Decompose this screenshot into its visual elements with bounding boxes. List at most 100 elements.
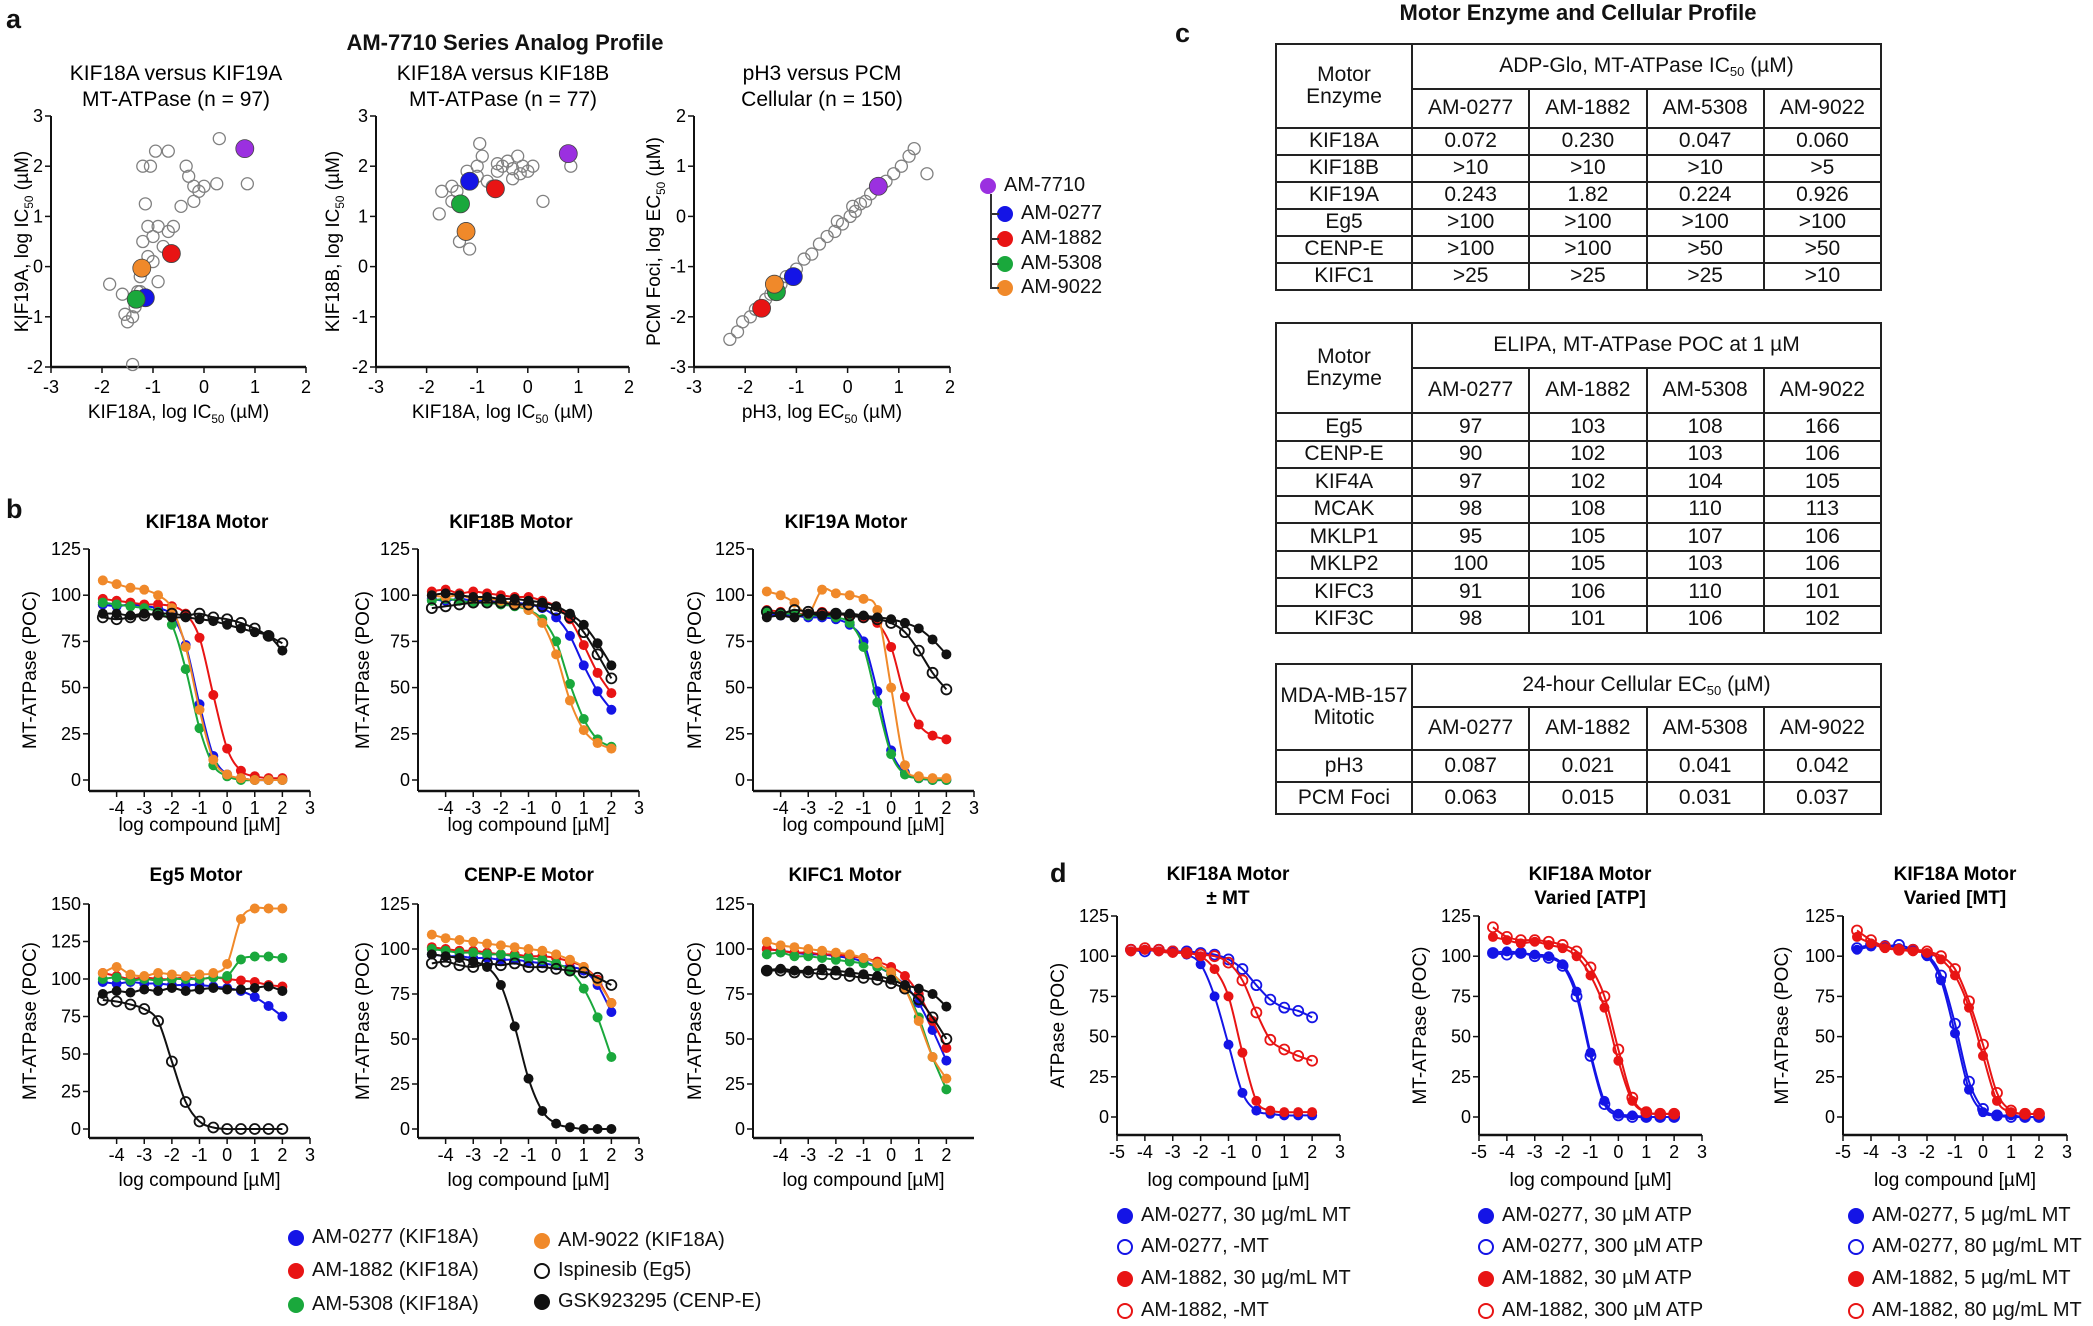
data-point bbox=[153, 986, 164, 996]
y-tick-label: 125 bbox=[1079, 906, 1109, 926]
data-point bbox=[1236, 974, 1249, 987]
legend-item-a: AM-0277 bbox=[997, 202, 1102, 225]
data-point bbox=[913, 771, 924, 782]
x-axis-label: log compound [µM] bbox=[119, 1170, 281, 1191]
legend-item-d: AM-1882, 5 µg/mL MT bbox=[1848, 1267, 2071, 1290]
data-point bbox=[139, 971, 150, 981]
data-point bbox=[1528, 950, 1541, 963]
group-header: ELIPA, MT-ATPase POC at 1 µM bbox=[1411, 322, 1882, 369]
data-point bbox=[277, 645, 288, 656]
y-axis-label: MT-ATPase (POC) bbox=[20, 942, 41, 1100]
table-cell: 103 bbox=[1528, 412, 1648, 442]
table-cell: 90 bbox=[1410, 439, 1531, 469]
data-point bbox=[886, 641, 897, 652]
x-tick-label: -1 bbox=[855, 798, 871, 818]
data-point bbox=[817, 953, 828, 963]
data-point bbox=[1487, 947, 1499, 959]
table-cell: >50 bbox=[1762, 235, 1883, 264]
marker-icon bbox=[1117, 1302, 1133, 1319]
marker-icon bbox=[997, 230, 1013, 247]
legend-label: AM-1882 (KIF18A) bbox=[312, 1259, 479, 1281]
data-point bbox=[111, 986, 122, 996]
data-point bbox=[591, 971, 604, 984]
analog-point bbox=[907, 141, 921, 156]
data-point bbox=[523, 595, 534, 606]
y-tick-label: 50 bbox=[61, 678, 81, 698]
data-point bbox=[1556, 939, 1569, 951]
x-tick-label: 1 bbox=[579, 1145, 589, 1165]
panel-label-a: a bbox=[6, 4, 22, 34]
x-tick-label: -1 bbox=[1582, 1142, 1598, 1162]
data-point bbox=[886, 967, 897, 978]
data-point bbox=[578, 725, 589, 736]
data-point bbox=[564, 695, 575, 706]
data-point bbox=[263, 775, 274, 785]
data-point bbox=[578, 983, 589, 994]
row-label: MKLP1 bbox=[1275, 522, 1413, 552]
row-header-line: MDA-MB-157 bbox=[1280, 683, 1408, 707]
data-point bbox=[912, 993, 925, 1006]
data-point bbox=[1264, 1033, 1277, 1046]
x-tick-label: -2 bbox=[493, 798, 509, 818]
data-point bbox=[803, 951, 814, 962]
table-cell: 103 bbox=[1645, 549, 1765, 579]
y-tick-label: 50 bbox=[390, 678, 410, 698]
data-point bbox=[1251, 1105, 1262, 1116]
fit-curve bbox=[431, 601, 613, 679]
data-point bbox=[1584, 1049, 1597, 1062]
legend-connector-stub bbox=[990, 263, 999, 265]
x-tick-label: -2 bbox=[1193, 1142, 1209, 1162]
y-tick-label: 100 bbox=[1441, 946, 1471, 966]
data-point bbox=[592, 638, 603, 649]
row-label: CENP-E bbox=[1275, 235, 1413, 264]
table-cell: 105 bbox=[1762, 467, 1883, 497]
data-point bbox=[926, 666, 939, 679]
data-point bbox=[1278, 1001, 1291, 1014]
x-tick-label: 0 bbox=[886, 798, 896, 818]
table-row: Eg5 >100 >100 >100 >100 bbox=[1275, 208, 1883, 237]
data-point bbox=[139, 584, 150, 595]
y-tick-label: 75 bbox=[390, 631, 410, 651]
data-point bbox=[523, 944, 534, 954]
legend-item-d: AM-0277, 30 µM ATP bbox=[1478, 1204, 1692, 1227]
panel-label-c: c bbox=[1175, 18, 1191, 48]
data-point bbox=[166, 983, 177, 993]
compound-point-am-0277 bbox=[783, 267, 803, 287]
x-axis-label: log compound [µM] bbox=[783, 815, 945, 836]
data-point bbox=[1251, 1095, 1262, 1106]
y-tick-label: 0 bbox=[676, 206, 686, 226]
data-point bbox=[858, 593, 869, 604]
data-point bbox=[912, 644, 925, 657]
data-point bbox=[941, 649, 952, 660]
x-tick-label: -3 bbox=[136, 1145, 152, 1165]
data-point bbox=[248, 1123, 261, 1135]
chart-title: Cellular (n = 150) bbox=[741, 88, 903, 111]
fit-curve bbox=[1856, 943, 2040, 1119]
table-cell: 0.087 bbox=[1410, 749, 1531, 783]
x-tick-label: -2 bbox=[419, 377, 435, 397]
data-point bbox=[830, 965, 841, 976]
data-point bbox=[1893, 943, 1905, 956]
data-point bbox=[551, 636, 562, 647]
data-point bbox=[2019, 1107, 2031, 1120]
data-point bbox=[1223, 1039, 1234, 1050]
y-tick-label: 25 bbox=[1451, 1067, 1471, 1087]
analog-point bbox=[210, 177, 224, 191]
chart-title: MT-ATPase (n = 97) bbox=[82, 88, 270, 111]
data-point bbox=[606, 743, 617, 754]
table-cell: >50 bbox=[1645, 235, 1765, 264]
data-point bbox=[844, 590, 855, 601]
x-tick-label: -3 bbox=[800, 1145, 816, 1165]
table-row: pH3 0.087 0.021 0.041 0.042 bbox=[1275, 749, 1883, 783]
legend-label: AM-1882, 30 µM ATP bbox=[1502, 1267, 1693, 1289]
x-tick-label: -5 bbox=[1471, 1142, 1487, 1162]
x-axis-label: KIF18A, log IC50 (µM) bbox=[412, 402, 593, 426]
chart-title: Varied [MT] bbox=[1904, 888, 2006, 909]
data-point bbox=[97, 989, 108, 999]
y-tick-label: 0 bbox=[735, 770, 745, 790]
data-point bbox=[872, 971, 883, 981]
y-axis-label: MT-ATPase (POC) bbox=[353, 942, 374, 1100]
table-row: MCAK 98 108 110 113 bbox=[1275, 494, 1883, 524]
legend-label: AM-9022 (KIF18A) bbox=[558, 1229, 725, 1251]
data-point bbox=[1584, 961, 1597, 974]
